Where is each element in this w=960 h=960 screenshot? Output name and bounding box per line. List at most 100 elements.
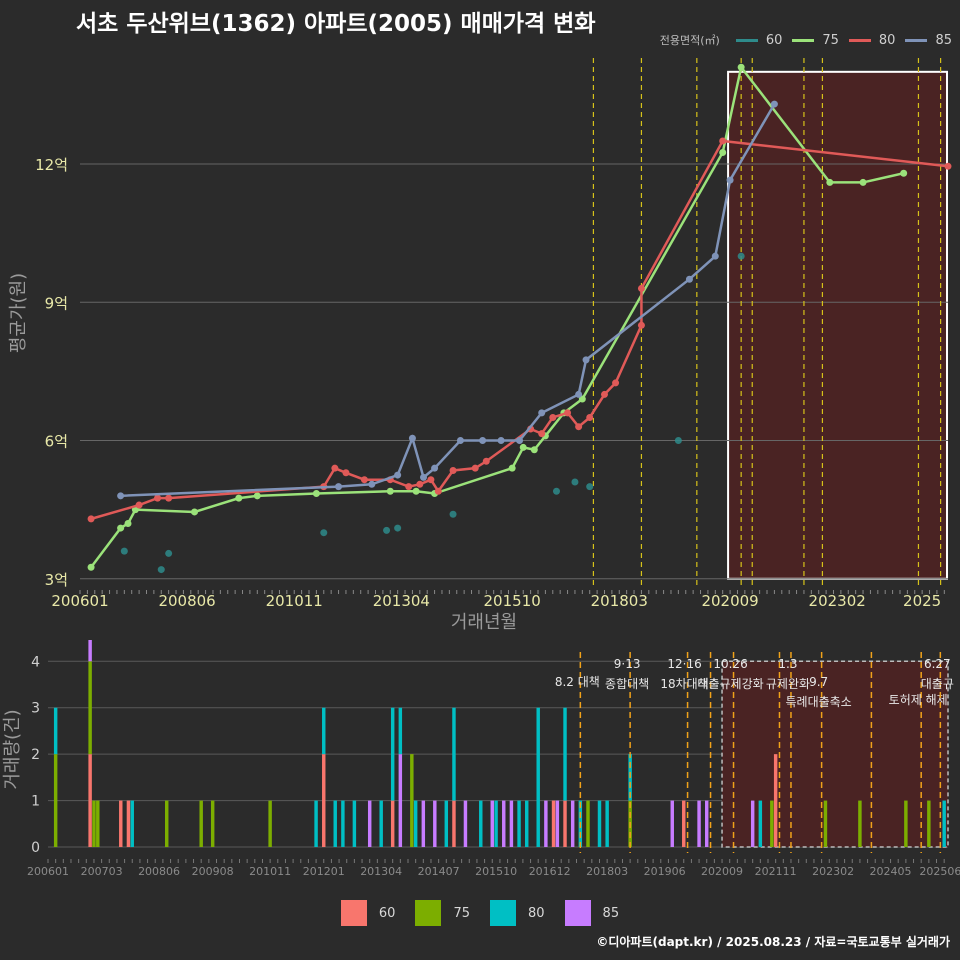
- data-point-75: [737, 63, 745, 71]
- highlight-box: [727, 70, 948, 580]
- volume-bar-85: [421, 800, 426, 847]
- volume-bar-chart: 0 1 2 3 4 8.2 대책 9·13 종합대책 12·16 18차대책 10.26 대출규제강화…: [2, 640, 960, 878]
- volume-bar-80: [352, 800, 357, 847]
- data-point-85: [394, 471, 402, 479]
- event-label: 12·16: [667, 657, 701, 671]
- data-point-75: [124, 519, 132, 527]
- volume-bar-80: [444, 800, 449, 847]
- data-point-80: [538, 430, 546, 438]
- vol-x-tick-label: 201906: [644, 865, 686, 878]
- x-tick-label: 201011: [266, 592, 323, 610]
- volume-bar-85: [670, 800, 674, 847]
- data-point-80: [87, 515, 95, 523]
- volume-bar-85: [502, 800, 506, 847]
- data-point-85: [538, 409, 546, 417]
- volume-bar-85: [544, 800, 548, 847]
- legend-item-85: 85: [905, 33, 952, 48]
- volume-bar-80: [525, 800, 529, 847]
- data-point-60: [320, 529, 328, 537]
- data-point-80: [586, 413, 594, 421]
- vol-y-axis-title: 거래량(건): [2, 709, 23, 789]
- data-point-60: [394, 524, 402, 532]
- vol-x-tick-label: 201304: [360, 865, 402, 878]
- volume-bar-80: [398, 707, 403, 755]
- data-point-85: [770, 100, 778, 108]
- volume-bar-60: [88, 754, 92, 801]
- event-label: 8.2 대책: [555, 674, 600, 689]
- data-point-80: [471, 464, 479, 472]
- data-point-80: [416, 480, 424, 488]
- volume-bar-60: [322, 754, 326, 847]
- volume-bar-80: [130, 800, 134, 847]
- data-point-85: [685, 275, 693, 283]
- data-point-75: [519, 443, 527, 451]
- bar-legend-item-75: 75: [415, 900, 470, 926]
- volume-bar-85: [570, 800, 575, 847]
- legend-item-60: 60: [735, 33, 782, 48]
- data-point-60: [120, 547, 128, 555]
- volume-bar-80: [53, 707, 58, 755]
- vol-x-tick-label: 202111: [755, 865, 797, 878]
- data-point-75: [719, 148, 727, 156]
- data-point-85: [726, 176, 734, 184]
- volume-bar-80: [452, 707, 456, 801]
- data-point-85: [479, 437, 487, 445]
- data-point-75: [235, 494, 243, 502]
- data-point-85: [420, 473, 428, 481]
- data-point-75: [826, 178, 834, 186]
- volume-bar-80: [758, 800, 763, 847]
- data-point-80: [434, 487, 442, 495]
- series-line-85: [120, 103, 776, 498]
- event-sublabel: 대출규: [921, 677, 954, 691]
- volume-bar-60: [551, 800, 556, 847]
- data-point-80: [165, 494, 173, 502]
- volume-bar-60: [88, 800, 92, 847]
- volume-bar-80: [942, 800, 946, 847]
- volume-bar-85: [433, 800, 437, 847]
- data-point-75: [508, 464, 516, 472]
- data-point-85: [516, 437, 524, 445]
- x-tick-label: 200601: [51, 592, 108, 610]
- vol-x-tick-label: 200601: [27, 865, 69, 878]
- volume-bar-75: [858, 800, 862, 847]
- data-point-75: [530, 446, 538, 454]
- event-sublabel: 특례대출축소: [785, 695, 851, 709]
- event-label: 토허제 해제: [889, 693, 948, 707]
- data-point-80: [600, 390, 608, 398]
- vol-y-tick-label: 4: [31, 654, 40, 670]
- volume-bar-80: [322, 707, 326, 755]
- y-tick-label: 3억: [45, 571, 68, 589]
- data-point-85: [582, 356, 590, 364]
- vol-x-tick-label: 201407: [418, 865, 460, 878]
- volume-bar-75: [268, 800, 272, 847]
- data-point-75: [87, 563, 95, 571]
- volume-bar-85: [750, 800, 755, 847]
- data-point-80: [405, 483, 413, 491]
- volume-bar-60: [126, 800, 131, 847]
- data-point-60: [674, 437, 682, 445]
- event-label: 9.7: [809, 675, 828, 689]
- volume-bar-80: [563, 707, 567, 801]
- data-point-75: [253, 492, 261, 500]
- volume-bar-60: [452, 800, 456, 847]
- vol-x-tick-label: 202302: [812, 865, 854, 878]
- y-tick-label: 12억: [35, 156, 68, 174]
- data-point-80: [331, 464, 339, 472]
- volume-bar-60: [390, 800, 395, 847]
- data-point-60: [157, 566, 165, 574]
- volume-bar-75: [199, 800, 203, 847]
- y-axis-title: 평균가(원): [8, 273, 29, 353]
- volume-bar-75: [165, 800, 169, 847]
- volume-bar-80: [536, 707, 540, 847]
- bar-legend-item-80: 80: [490, 900, 545, 926]
- data-point-85: [575, 390, 583, 398]
- volume-bar-85: [705, 800, 709, 847]
- event-label: 10.26: [713, 657, 747, 671]
- volume-bar-80: [314, 800, 318, 847]
- x-tick-label: 2025: [903, 592, 941, 610]
- volume-bar-85: [555, 800, 560, 847]
- vol-x-tick-label: 200908: [192, 865, 234, 878]
- data-point-60: [571, 478, 579, 486]
- volume-bar-75: [770, 800, 774, 847]
- series-line-75: [90, 64, 904, 569]
